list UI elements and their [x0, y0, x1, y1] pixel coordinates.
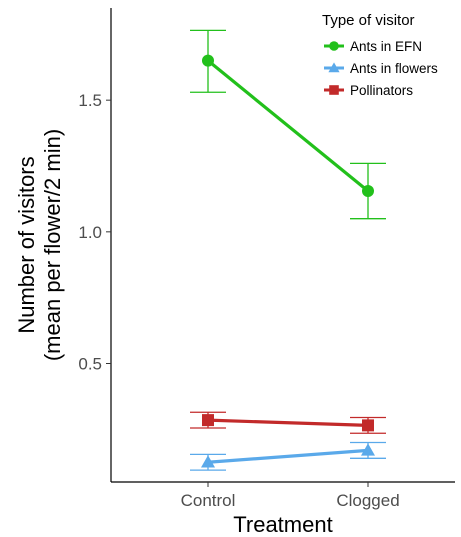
x-axis-title: Treatment	[233, 512, 332, 537]
series-pollinators	[190, 411, 386, 434]
legend-label: Ants in flowers	[350, 61, 438, 76]
legend-label: Pollinators	[350, 83, 413, 98]
y-tick-label: 1.0	[78, 223, 102, 242]
data-point	[362, 419, 374, 432]
axes	[110, 8, 455, 483]
data-point	[361, 443, 375, 456]
legend-swatch-marker	[329, 41, 339, 51]
y-axis-title: Number of visitors (mean per flower/2 mi…	[14, 129, 65, 361]
series-layer	[190, 29, 386, 471]
x-ticks: Control Clogged	[181, 482, 400, 510]
legend-label: Ants in EFN	[350, 39, 422, 54]
series-line	[207, 418, 369, 427]
x-tick-label: Clogged	[336, 491, 399, 510]
data-point	[202, 414, 214, 427]
series-ants-in-flowers	[190, 441, 386, 471]
x-tick-label: Control	[181, 491, 236, 510]
series-line	[207, 448, 369, 464]
data-point	[202, 54, 214, 67]
data-point	[362, 185, 374, 198]
y-axis-title-line2: (mean per flower/2 min)	[40, 129, 65, 361]
data-point	[201, 455, 215, 468]
y-ticks: 0.5 1.0 1.5	[78, 91, 111, 374]
series-line	[206, 59, 370, 193]
legend-item-pollinators: Pollinators	[324, 83, 413, 98]
y-tick-label: 0.5	[78, 355, 102, 374]
legend-swatch-marker	[329, 85, 339, 95]
legend-swatch-marker	[328, 62, 340, 73]
y-axis-title-line1: Number of visitors	[14, 156, 39, 333]
y-tick-label: 1.5	[78, 91, 102, 110]
legend-title: Type of visitor	[322, 12, 415, 29]
legend-item-ants-in-efn: Ants in EFN	[324, 39, 422, 54]
series-ants-in-efn	[190, 29, 386, 220]
legend: Type of visitor Ants in EFN Ants in flowe…	[322, 12, 438, 98]
legend-item-ants-in-flowers: Ants in flowers	[324, 61, 438, 76]
